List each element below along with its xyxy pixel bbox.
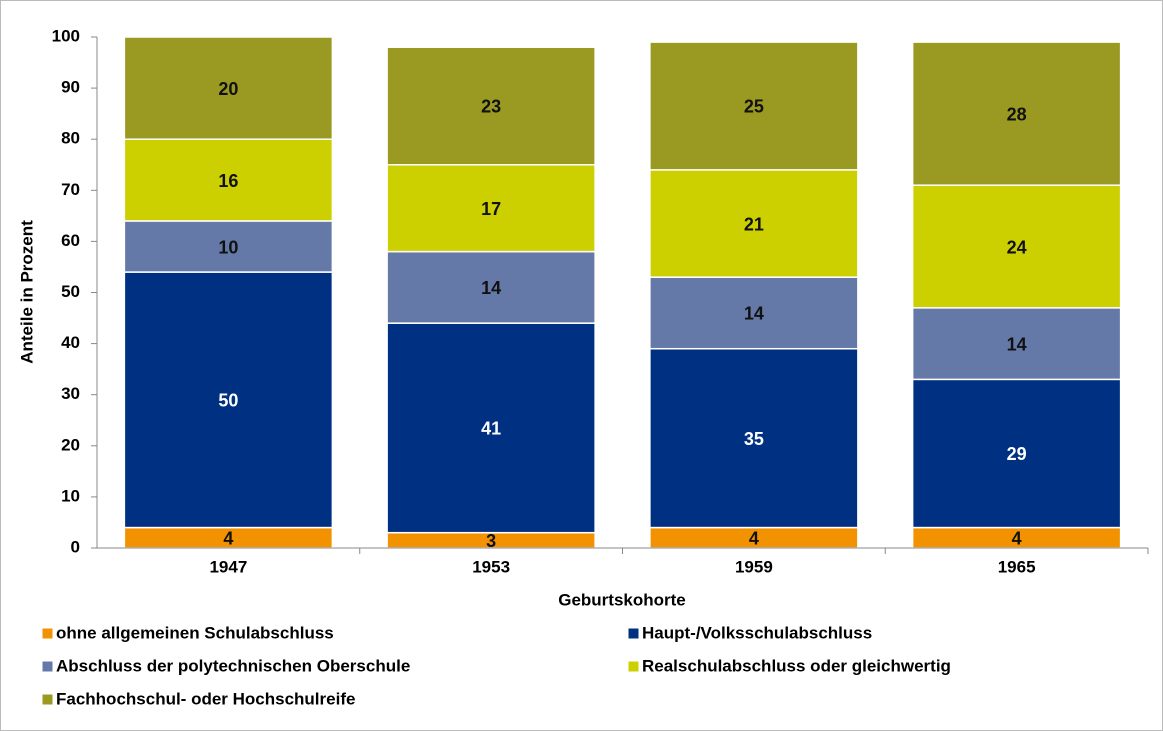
- y-axis-title: Anteile in Prozent: [17, 220, 36, 364]
- x-tick-label: 1947: [209, 557, 247, 576]
- bar-segment: [386, 250, 596, 324]
- y-tick-label: 80: [61, 129, 80, 148]
- legend-label: Fachhochschul- oder Hochschulreife: [56, 689, 355, 708]
- legend-swatch: [41, 627, 54, 640]
- y-tick-label: 70: [61, 180, 80, 199]
- data-label: 28: [1007, 104, 1027, 124]
- data-label: 20: [218, 79, 238, 99]
- bar-segment: [123, 271, 334, 529]
- data-label: 29: [1007, 444, 1027, 464]
- x-axis-title: Geburtskohorte: [558, 590, 686, 609]
- y-tick-label: 90: [61, 78, 80, 97]
- data-label: 10: [218, 237, 238, 257]
- data-label: 17: [481, 199, 501, 219]
- legend-label: Realschulabschluss oder gleichwertig: [642, 656, 951, 675]
- legend-swatch: [627, 660, 640, 673]
- data-label: 23: [481, 97, 501, 117]
- y-tick-label: 10: [61, 486, 80, 505]
- x-tick-label: 1953: [472, 557, 510, 576]
- bar-segment: [386, 164, 596, 253]
- bar-segment: [911, 184, 1122, 309]
- data-label: 24: [1007, 237, 1027, 257]
- y-tick-label: 60: [61, 231, 80, 250]
- legend-swatch: [41, 693, 54, 706]
- bar-segment: [123, 36, 334, 140]
- data-label: 14: [481, 278, 501, 298]
- bar-segment: [649, 276, 859, 350]
- x-tick-label: 1959: [735, 557, 773, 576]
- legend-label: ohne allgemeinen Schulabschluss: [56, 623, 334, 642]
- bar-segment: [911, 307, 1122, 381]
- bar-segment: [386, 322, 596, 534]
- y-tick-label: 20: [61, 435, 80, 454]
- data-label: 4: [1012, 529, 1022, 549]
- data-label: 16: [218, 171, 238, 191]
- y-tick-label: 40: [61, 333, 80, 352]
- data-label: 4: [749, 529, 759, 549]
- legend-swatch: [627, 627, 640, 640]
- bar-segment: [123, 220, 334, 273]
- y-tick-label: 0: [71, 537, 80, 556]
- legend-swatch: [41, 660, 54, 673]
- bar-segment: [649, 169, 859, 278]
- data-label: 21: [744, 214, 764, 234]
- data-label: 41: [481, 419, 501, 439]
- data-label: 14: [744, 304, 764, 324]
- data-label: 50: [218, 391, 238, 411]
- data-label: 4: [223, 529, 233, 549]
- legend-label: Haupt-/Volksschulabschluss: [642, 623, 872, 642]
- data-label: 14: [1007, 334, 1027, 354]
- x-tick-label: 1965: [998, 557, 1036, 576]
- data-label: 3: [486, 531, 496, 551]
- bar-segment: [649, 41, 859, 171]
- data-label: 25: [744, 97, 764, 117]
- y-tick-label: 50: [61, 282, 80, 301]
- data-label: 35: [744, 429, 764, 449]
- y-tick-label: 100: [52, 26, 80, 45]
- bar-segment: [649, 347, 859, 529]
- legend-label: Abschluss der polytechnischen Oberschule: [56, 656, 410, 675]
- bar-segment: [386, 46, 596, 166]
- bar-segment: [911, 41, 1122, 186]
- y-tick-label: 30: [61, 384, 80, 403]
- bar-segment: [123, 138, 334, 222]
